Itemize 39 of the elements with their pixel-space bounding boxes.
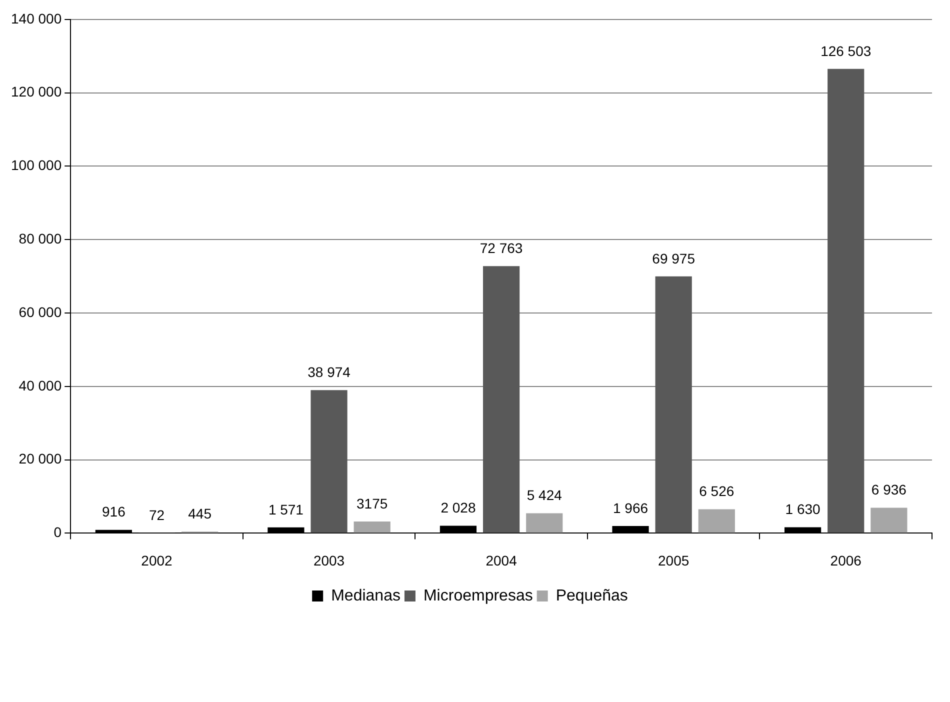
- y-tick-label: 140 000: [10, 10, 62, 26]
- bar: [870, 508, 908, 533]
- bar: [526, 513, 563, 533]
- data-label: 1 630: [785, 501, 821, 518]
- x-tick-label: 2002: [141, 552, 173, 568]
- data-label: 5 424: [526, 487, 562, 504]
- y-tick-label: 20 000: [18, 450, 62, 467]
- y-tick-label: 60 000: [18, 304, 62, 320]
- legend-label: Medianas: [331, 587, 400, 604]
- bar: [655, 276, 692, 533]
- y-tick-label: 120 000: [10, 84, 62, 100]
- legend-label: Pequeñas: [556, 587, 628, 604]
- legend-label: Microempresas: [423, 587, 533, 604]
- data-label: 72: [148, 506, 165, 523]
- x-tick-label: 2005: [658, 552, 690, 568]
- x-tick-label: 2006: [830, 552, 862, 568]
- bar: [483, 266, 520, 533]
- data-label: 126 503: [820, 42, 872, 59]
- bar: [354, 522, 390, 533]
- y-tick-label: 80 000: [18, 230, 62, 246]
- data-label: 6 526: [699, 483, 734, 500]
- y-tick-label: 40 000: [18, 377, 62, 394]
- data-label: 6 936: [871, 482, 907, 498]
- bar: [828, 68, 864, 533]
- data-label: 38 974: [308, 364, 351, 380]
- data-label: 1 966: [612, 500, 648, 516]
- data-label: 72 763: [480, 240, 523, 256]
- x-tick-label: 2003: [313, 552, 345, 568]
- bar: [698, 509, 735, 533]
- data-label: 1 571: [268, 501, 304, 518]
- data-label: 69 975: [652, 250, 696, 266]
- data-label: 445: [188, 505, 212, 522]
- data-label: 916: [102, 504, 126, 520]
- y-tick-label: 0: [54, 524, 62, 540]
- data-label: 3175: [356, 495, 388, 512]
- bar: [310, 390, 348, 533]
- data-label: 2 028: [440, 500, 476, 516]
- x-tick-label: 2004: [486, 552, 518, 568]
- y-tick-label: 100 000: [10, 157, 62, 174]
